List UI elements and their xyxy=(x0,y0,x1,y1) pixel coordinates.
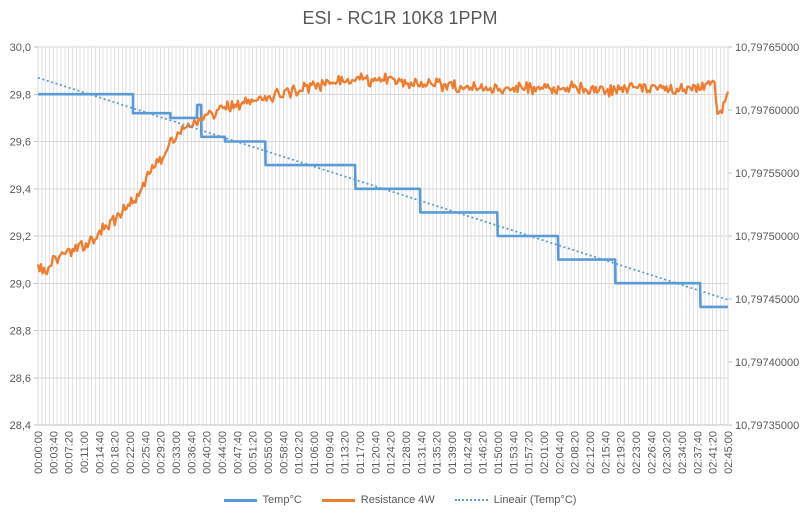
x-tick-label: 00:14:40 xyxy=(94,431,106,474)
x-tick-label: 00:36:40 xyxy=(186,431,198,474)
x-tick-label: 01:24:20 xyxy=(386,431,398,474)
legend-solid-line-sample xyxy=(223,498,257,502)
x-tick-label: 02:19:20 xyxy=(616,431,628,474)
legend-item-temp: Temp°C xyxy=(223,494,302,506)
y-left-tick-label: 28,6 xyxy=(10,373,31,385)
y-right-tick-label: 10,79740000 xyxy=(735,357,799,369)
x-tick-label: 02:01:00 xyxy=(539,431,551,474)
x-tick-label: 00:58:40 xyxy=(278,431,290,474)
x-tick-label: 01:42:40 xyxy=(462,431,474,474)
y-right-tick-label: 10,79760000 xyxy=(735,105,799,117)
x-tick-label: 00:33:00 xyxy=(171,431,183,474)
x-tick-label: 02:04:40 xyxy=(554,431,566,474)
x-tick-label: 00:44:00 xyxy=(217,431,229,474)
x-tick-label: 01:13:20 xyxy=(340,431,352,474)
x-tick-label: 00:00:00 xyxy=(33,431,45,474)
legend-item-label: Resistance 4W xyxy=(360,494,435,506)
x-tick-label: 00:55:00 xyxy=(263,431,275,474)
y-right-tick-label: 10,79750000 xyxy=(735,231,799,243)
y-left-tick-label: 28,8 xyxy=(10,326,31,338)
resistance-series-line xyxy=(36,72,730,276)
x-tick-label: 02:30:20 xyxy=(662,431,674,474)
x-tick-label: 02:26:40 xyxy=(646,431,658,474)
x-tick-label: 01:20:40 xyxy=(370,431,382,474)
x-tick-label: 00:22:00 xyxy=(125,431,137,474)
x-tick-label: 00:40:20 xyxy=(202,431,214,474)
legend-dotted-line-sample xyxy=(454,499,488,501)
y-left-tick-label: 29,8 xyxy=(10,89,31,101)
legend-item-label: Temp°C xyxy=(262,494,302,506)
y-left-tick-label: 28,4 xyxy=(10,420,31,432)
x-tick-label: 02:15:40 xyxy=(600,431,612,474)
x-tick-label: 02:08:20 xyxy=(570,431,582,474)
y-left-tick-label: 29,0 xyxy=(10,278,31,290)
y-left-tick-label: 30,0 xyxy=(10,42,31,54)
y-left-tick-label: 29,6 xyxy=(10,137,31,149)
x-tick-label: 02:45:00 xyxy=(723,431,735,474)
y-left-tick-label: 29,4 xyxy=(10,184,31,196)
x-tick-label: 01:02:20 xyxy=(294,431,306,474)
x-tick-label: 01:53:40 xyxy=(508,431,520,474)
x-tick-label: 01:46:20 xyxy=(478,431,490,474)
x-tick-label: 00:11:00 xyxy=(79,431,91,473)
x-tick-label: 01:17:00 xyxy=(355,431,367,474)
x-tick-label: 02:23:00 xyxy=(631,431,643,474)
legend-item-trendline: Lineair (Temp°C) xyxy=(454,494,577,506)
x-tick-label: 00:47:40 xyxy=(232,431,244,474)
y-right-tick-label: 10,79735000 xyxy=(735,420,799,432)
x-tick-label: 00:07:20 xyxy=(64,431,76,474)
x-tick-label: 02:34:00 xyxy=(677,431,689,474)
x-tick-label: 02:12:00 xyxy=(585,431,597,474)
legend-item-resistance: Resistance 4W xyxy=(321,494,435,506)
y-right-tick-label: 10,79755000 xyxy=(735,168,799,180)
x-tick-label: 01:39:00 xyxy=(447,431,459,474)
x-tick-label: 00:03:40 xyxy=(48,431,60,474)
x-tick-label: 01:31:40 xyxy=(416,431,428,474)
legend: Temp°C Resistance 4W Lineair (Temp°C) xyxy=(0,494,800,506)
x-tick-label: 00:25:40 xyxy=(140,431,152,474)
x-tick-label: 01:57:20 xyxy=(524,431,536,474)
y-right-tick-label: 10,79745000 xyxy=(735,294,799,306)
x-tick-label: 01:50:00 xyxy=(493,431,505,474)
x-tick-label: 00:51:20 xyxy=(248,431,260,474)
trendline xyxy=(37,76,729,301)
y-left-tick-label: 29,2 xyxy=(10,231,31,243)
x-tick-label: 00:18:20 xyxy=(110,431,122,474)
x-tick-label: 02:37:40 xyxy=(692,431,704,474)
x-tick-label: 01:09:40 xyxy=(324,431,336,474)
y-right-tick-label: 10,79765000 xyxy=(735,42,799,54)
x-tick-label: 00:29:20 xyxy=(156,431,168,474)
chart-title: ESI - RC1R 10K8 1PPM xyxy=(302,8,498,28)
x-tick-label: 01:06:00 xyxy=(309,431,321,474)
legend-solid-line-sample xyxy=(321,498,355,502)
x-tick-label: 01:28:00 xyxy=(401,431,413,474)
legend-item-label: Lineair (Temp°C) xyxy=(493,494,577,506)
x-tick-label: 02:41:20 xyxy=(708,431,720,474)
x-tick-label: 01:35:20 xyxy=(432,431,444,474)
